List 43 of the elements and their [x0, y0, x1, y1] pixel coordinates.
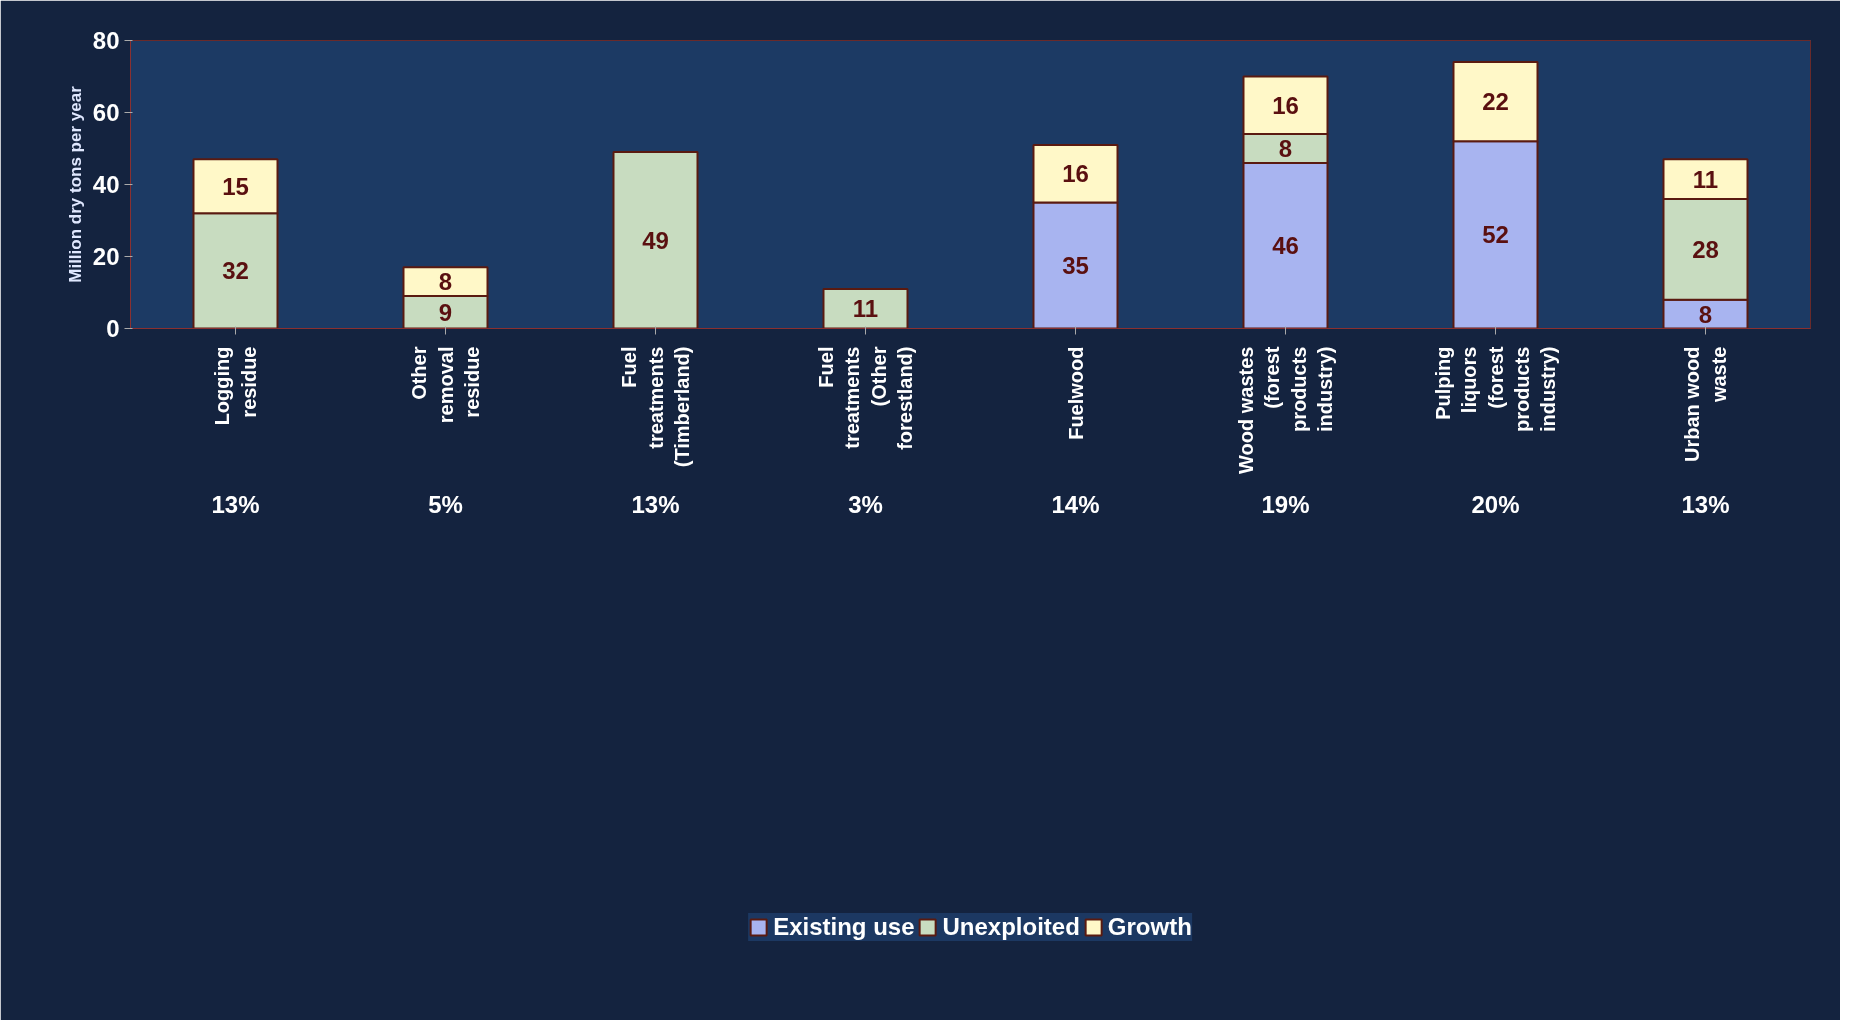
text: 13%: [1681, 490, 1730, 518]
x-tick-label: Fuel treatments (Other forestland): [814, 346, 917, 450]
x-tick-label: Logging residue: [211, 346, 260, 426]
data-label: 46: [1272, 232, 1299, 260]
data-label: 16: [1062, 160, 1089, 188]
data-label: 35: [1062, 252, 1089, 279]
y-tick-label: 20: [92, 243, 120, 270]
text: 19%: [1261, 490, 1310, 518]
data-label: 9: [438, 298, 453, 326]
x-tick-label: Urban wood waste: [1681, 346, 1730, 463]
x-tick-label: Fuel treatments (Timberland): [618, 346, 693, 468]
legend-label: Growth: [1107, 913, 1192, 942]
data-label: 15: [222, 172, 249, 200]
data-label: 11: [852, 295, 879, 323]
x-tick-label: Fuelwood: [1064, 346, 1087, 440]
legend-label: Existing use: [773, 913, 915, 942]
y-tick-label: 80: [92, 27, 120, 54]
text: 13%: [211, 490, 260, 518]
y-axis-title: Million dry tons per year: [65, 85, 85, 283]
data-label: 11: [1692, 165, 1719, 193]
data-label: 8: [438, 268, 453, 296]
bar: [612, 151, 699, 329]
legend-label: Unexploited: [942, 913, 1080, 942]
data-label: 52: [1482, 221, 1509, 249]
data-label: 28: [1692, 235, 1719, 263]
data-label: 8: [1698, 300, 1713, 328]
x-tick-label: Pulping liquors (forest products industry): [1431, 346, 1560, 433]
data-label: 49: [642, 226, 669, 254]
text: 5%: [428, 490, 463, 518]
bar: [822, 287, 909, 329]
data-label: 32: [222, 257, 249, 285]
data-label: 8: [1278, 135, 1293, 162]
x-tick-label: Wood wastes (forest products industry): [1234, 346, 1337, 474]
data-label: 22: [1482, 88, 1509, 116]
text: 13%: [631, 490, 680, 518]
x-tick-label: Other removal residue: [408, 346, 483, 424]
y-tick-label: 40: [92, 171, 120, 198]
text: 20%: [1471, 490, 1520, 518]
text: 14%: [1051, 490, 1100, 518]
y-tick-label: 0: [106, 315, 120, 342]
data-label: 16: [1272, 91, 1299, 119]
text: 3%: [848, 490, 883, 518]
y-tick-label: 60: [92, 99, 120, 126]
